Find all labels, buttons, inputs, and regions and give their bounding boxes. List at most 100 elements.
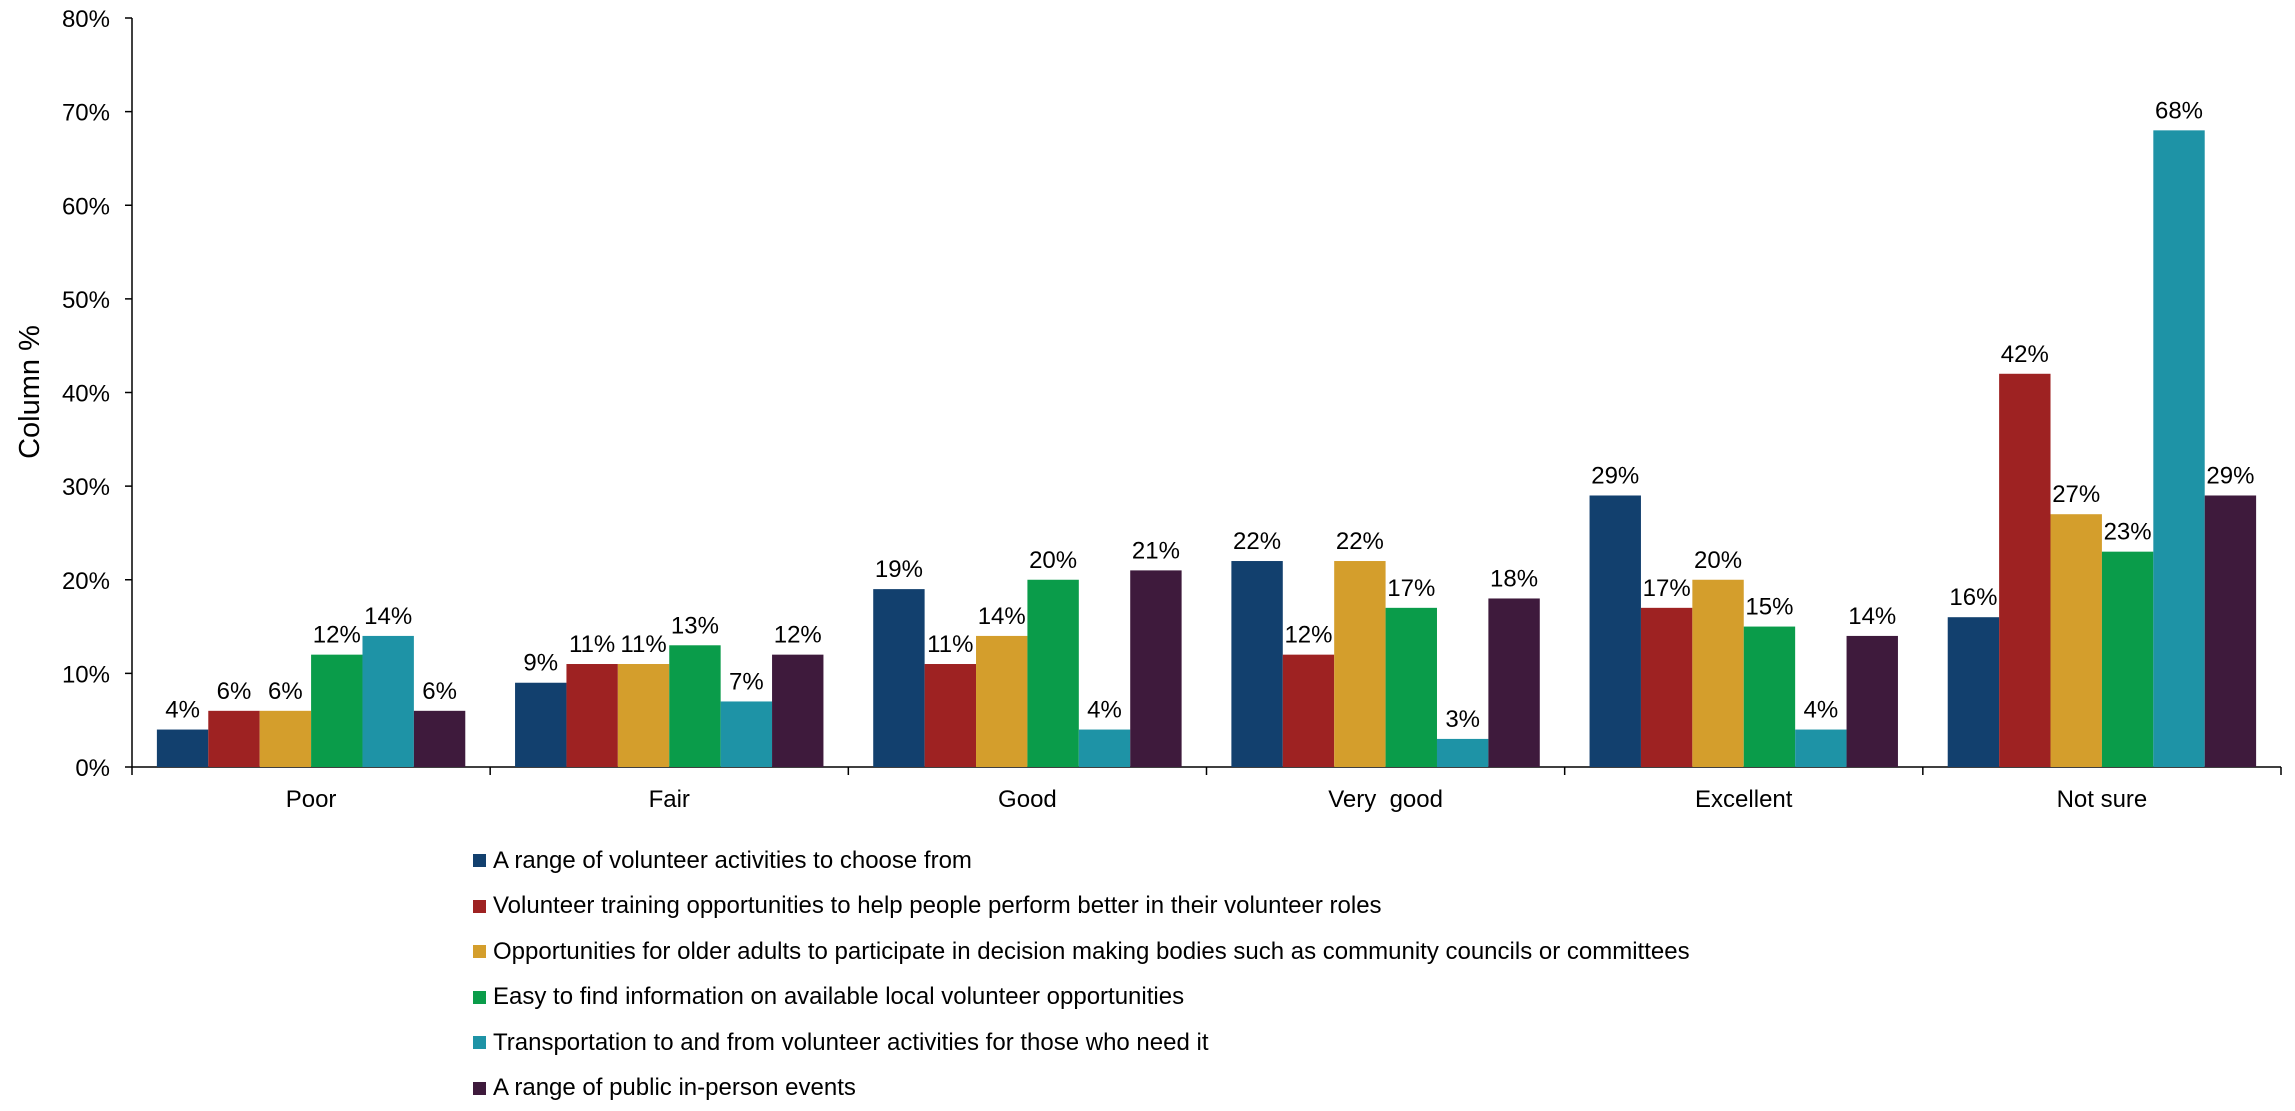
bar — [362, 636, 413, 767]
bar — [1847, 636, 1898, 767]
data-label: 11% — [569, 631, 615, 658]
data-label: 3% — [1445, 706, 1480, 733]
bar — [1692, 580, 1743, 767]
bar — [1283, 655, 1334, 767]
bar — [208, 711, 259, 767]
legend: A range of volunteer activities to choos… — [473, 838, 1690, 1111]
data-label: 68% — [2155, 97, 2203, 124]
x-tick-label: Poor — [286, 786, 337, 813]
y-tick-label: 10% — [62, 661, 110, 688]
bars — [157, 130, 2256, 767]
bar — [1231, 561, 1282, 767]
data-label: 11% — [927, 631, 973, 658]
legend-item: Transportation to and from volunteer act… — [473, 1020, 1690, 1066]
bar — [414, 711, 465, 767]
legend-item: Volunteer training opportunities to help… — [473, 884, 1690, 930]
bar — [157, 730, 208, 767]
x-axis — [132, 767, 2281, 775]
data-label: 22% — [1336, 528, 1384, 555]
data-label: 14% — [978, 603, 1026, 630]
data-labels: 4%6%6%12%14%6%9%11%11%13%7%12%19%11%14%2… — [165, 97, 2254, 733]
bar — [2102, 552, 2153, 767]
legend-label: Opportunities for older adults to partic… — [493, 938, 1690, 966]
data-label: 42% — [2001, 341, 2049, 368]
data-label: 12% — [774, 622, 822, 649]
bar — [566, 664, 617, 767]
bar — [618, 664, 669, 767]
data-label: 20% — [1694, 547, 1742, 574]
bar — [1641, 608, 1692, 767]
bar — [873, 589, 924, 767]
y-tick-label: 70% — [62, 100, 110, 127]
y-axis-label: Column % — [14, 325, 46, 459]
data-label: 14% — [1848, 603, 1896, 630]
data-label: 9% — [523, 650, 558, 677]
legend-swatch — [473, 945, 486, 958]
bar — [669, 645, 720, 767]
legend-swatch — [473, 854, 486, 867]
data-label: 19% — [875, 556, 923, 583]
bar — [976, 636, 1027, 767]
data-label: 17% — [1643, 575, 1691, 602]
data-label: 6% — [268, 678, 303, 705]
data-label: 29% — [2206, 462, 2254, 489]
bar — [1488, 598, 1539, 767]
legend-item: Easy to find information on available lo… — [473, 975, 1690, 1021]
y-tick-label: 20% — [62, 568, 110, 595]
bar — [2153, 130, 2204, 767]
y-axis: 0%10%20%30%40%50%60%70%80% — [62, 6, 132, 782]
legend-label: A range of volunteer activities to choos… — [493, 847, 972, 875]
bar — [260, 711, 311, 767]
data-label: 16% — [1949, 584, 1997, 611]
data-label: 6% — [217, 678, 252, 705]
legend-item: A range of public in-person events — [473, 1066, 1690, 1111]
legend-item: A range of volunteer activities to choos… — [473, 838, 1690, 884]
data-label: 15% — [1745, 594, 1793, 621]
legend-swatch — [473, 900, 486, 913]
bar — [1590, 495, 1641, 767]
legend-swatch — [473, 1036, 486, 1049]
bar — [925, 664, 976, 767]
data-label: 4% — [165, 697, 200, 724]
y-tick-label: 40% — [62, 381, 110, 408]
bar — [1130, 570, 1181, 767]
legend-item: Opportunities for older adults to partic… — [473, 929, 1690, 975]
bar — [311, 655, 362, 767]
bar — [1795, 730, 1846, 767]
bar — [721, 701, 772, 767]
legend-label: A range of public in-person events — [493, 1074, 856, 1102]
y-tick-label: 30% — [62, 474, 110, 501]
x-tick-label: Fair — [649, 786, 690, 813]
bar — [1948, 617, 1999, 767]
legend-label: Transportation to and from volunteer act… — [493, 1029, 1209, 1057]
data-label: 12% — [1284, 622, 1332, 649]
y-tick-label: 0% — [75, 755, 110, 782]
legend-swatch — [473, 991, 486, 1004]
data-label: 22% — [1233, 528, 1281, 555]
x-tick-label: Excellent — [1695, 786, 1793, 813]
bar — [1386, 608, 1437, 767]
data-label: 23% — [2104, 519, 2152, 546]
data-label: 11% — [620, 631, 666, 658]
data-label: 20% — [1029, 547, 1077, 574]
legend-swatch — [473, 1082, 486, 1095]
data-label: 4% — [1804, 697, 1839, 724]
data-label: 4% — [1087, 697, 1122, 724]
bar — [1079, 730, 1130, 767]
bar — [2205, 495, 2256, 767]
bar — [1437, 739, 1488, 767]
bar — [515, 683, 566, 767]
data-label: 17% — [1387, 575, 1435, 602]
data-label: 21% — [1132, 537, 1180, 564]
data-label: 14% — [364, 603, 412, 630]
bar — [2051, 514, 2102, 767]
y-tick-label: 80% — [62, 6, 110, 33]
data-label: 12% — [313, 622, 361, 649]
bar — [772, 655, 823, 767]
data-label: 29% — [1591, 462, 1639, 489]
y-tick-label: 60% — [62, 193, 110, 220]
legend-label: Easy to find information on available lo… — [493, 983, 1184, 1011]
bar — [1744, 627, 1795, 767]
bar — [1999, 374, 2050, 767]
